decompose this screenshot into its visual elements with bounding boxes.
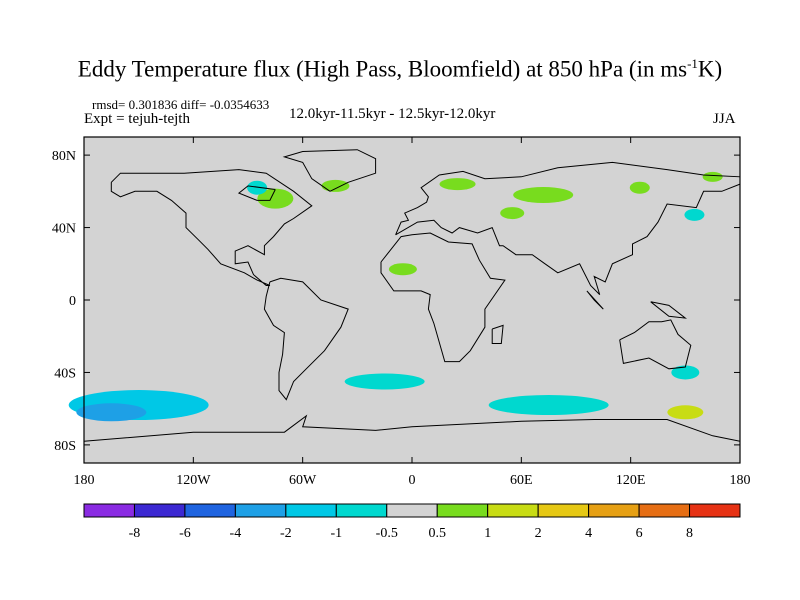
- coastline: [237, 185, 276, 201]
- coastline: [395, 161, 741, 295]
- colorbar-label: -2: [280, 526, 292, 541]
- coastline: [263, 277, 349, 401]
- plot-title: Eddy Temperature flux (High Pass, Bloomf…: [77, 56, 723, 82]
- coastline: [83, 414, 741, 442]
- lon-tick-label: 60E: [510, 473, 533, 488]
- colorbar-label: -8: [129, 526, 141, 541]
- anomaly-region: [76, 403, 147, 422]
- coastline: [282, 149, 377, 192]
- colorbar-swatch: [689, 503, 741, 518]
- colorbar-swatch: [638, 503, 691, 518]
- colorbar-swatch: [335, 503, 388, 518]
- lat-tick-label: 0: [69, 294, 76, 309]
- colorbar-swatch: [588, 503, 640, 518]
- coastline: [110, 169, 313, 286]
- anomaly-region: [344, 373, 425, 390]
- anomaly-region: [629, 181, 650, 194]
- season-label: JJA: [713, 111, 736, 127]
- period-label: 12.0kyr-11.5kyr - 12.5kyr-12.0kyr: [289, 106, 496, 122]
- colorbar-label: 1: [484, 526, 491, 541]
- coastline: [586, 290, 604, 310]
- lon-tick-label: 180: [74, 473, 95, 488]
- lon-tick-label: 120E: [616, 473, 646, 488]
- colorbar-swatch: [234, 503, 287, 518]
- anomaly-region: [513, 186, 574, 203]
- colorbar-label: 8: [686, 526, 693, 541]
- anomaly-region: [671, 365, 700, 380]
- anomaly-region: [439, 178, 476, 191]
- stats-text: rmsd= 0.301836 diff= -0.0354633: [92, 97, 270, 112]
- map-axes: 180 120W 60W 0 60E 120E 180 80N 40N 0 40S 80S: [52, 137, 751, 488]
- colorbar-swatch: [487, 503, 539, 518]
- anomaly-region: [247, 180, 268, 195]
- colorbar-swatch: [83, 503, 135, 518]
- lon-tick-label: 60W: [289, 473, 317, 488]
- anomaly-region: [388, 263, 417, 276]
- colorbar-label: 0.5: [428, 526, 446, 541]
- lat-tick-label: 80S: [54, 439, 76, 454]
- coastline: [650, 301, 688, 319]
- colorbar-swatch: [436, 503, 489, 518]
- experiment-label: Expt = tejuh-tejth: [84, 111, 190, 127]
- anomaly-region: [488, 395, 609, 416]
- anomaly-regions: [68, 171, 723, 422]
- colorbar: -8 -6 -4 -2 -1 -0.5 0.5 1 2 4 6 8: [83, 503, 741, 541]
- anomaly-region: [500, 207, 525, 220]
- anomaly-region: [321, 179, 350, 192]
- map-panel: [68, 136, 741, 464]
- colorbar-label: -4: [230, 526, 242, 541]
- lon-tick-label: 0: [409, 473, 416, 488]
- coastline: [491, 324, 504, 344]
- colorbar-label: -6: [179, 526, 191, 541]
- lat-tick-label: 80N: [52, 149, 76, 164]
- colorbar-swatch: [537, 503, 590, 518]
- lat-tick-label: 40N: [52, 222, 76, 237]
- coastline: [619, 319, 692, 370]
- anomaly-region: [667, 405, 704, 420]
- colorbar-swatch: [184, 503, 236, 518]
- colorbar-label: 2: [535, 526, 542, 541]
- colorbar-swatch: [386, 503, 438, 518]
- lon-tick-label: 180: [730, 473, 751, 488]
- lon-tick-label: 120W: [176, 473, 211, 488]
- lat-tick-label: 40S: [54, 366, 76, 381]
- anomaly-region: [684, 208, 705, 221]
- coastlines: [83, 149, 741, 442]
- colorbar-label: 6: [636, 526, 643, 541]
- colorbar-label: -0.5: [376, 526, 398, 541]
- anomaly-region: [702, 171, 723, 182]
- colorbar-label: -1: [330, 526, 342, 541]
- anomaly-region: [257, 188, 294, 209]
- coastline: [380, 232, 506, 363]
- colorbar-swatch: [285, 503, 337, 518]
- colorbar-swatch: [133, 503, 186, 518]
- colorbar-label: 4: [585, 526, 592, 541]
